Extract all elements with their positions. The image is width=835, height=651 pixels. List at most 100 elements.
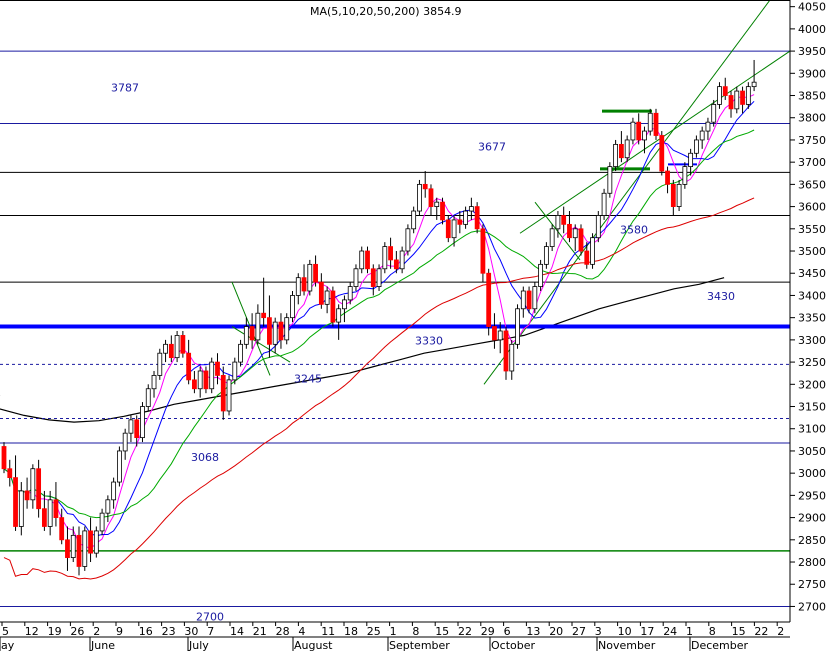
candle-body-55 <box>318 281 324 305</box>
candle-body-56 <box>324 290 330 305</box>
y-tick-label-2700: 2700 <box>798 600 826 613</box>
candle-body-32 <box>186 352 192 381</box>
candle-body-40 <box>232 361 238 381</box>
y-tick-label-2750: 2750 <box>798 578 826 591</box>
candle-body-100 <box>578 228 584 252</box>
x-tick-label-33: 22 <box>754 625 768 638</box>
candle-body-17 <box>99 512 105 532</box>
candle-body-119 <box>688 152 694 168</box>
candle-body-129 <box>745 86 751 105</box>
ma-line-ma200 <box>0 277 725 423</box>
candle-body-5 <box>30 468 36 501</box>
candle-body-0 <box>1 446 7 470</box>
candle-body-75 <box>434 201 440 207</box>
candle-body-76 <box>440 201 445 221</box>
candle-body-77 <box>445 219 451 239</box>
ma-line-ma50 <box>3 197 755 580</box>
candle-body-48 <box>278 321 284 341</box>
candle-body-117 <box>676 183 682 207</box>
level-label-3245: 3245 <box>294 372 322 385</box>
trendline-upper <box>519 50 791 234</box>
candle-body-24 <box>140 406 145 439</box>
x-tick-label-4: 2 <box>93 625 100 638</box>
candle-body-60 <box>347 286 353 301</box>
candle-body-53 <box>307 263 313 292</box>
x-tick-label-23: 13 <box>526 625 540 638</box>
candle-body-114 <box>659 135 665 172</box>
candle-body-44 <box>255 312 261 341</box>
candle-body-19 <box>111 481 117 501</box>
level-label-2700: 2700 <box>196 610 224 623</box>
candle-body-47 <box>272 321 278 345</box>
candle-body-116 <box>670 183 676 207</box>
y-tick-label-3850: 3850 <box>798 90 826 103</box>
candle-body-1 <box>7 468 13 479</box>
candle-body-99 <box>572 228 578 239</box>
candle-body-109 <box>630 121 636 141</box>
chart-header: MA(5,10,20,50,200) 3854.9 <box>310 5 462 18</box>
candle-body-110 <box>636 121 642 141</box>
candle-body-88 <box>509 343 515 372</box>
candle-body-52 <box>301 277 307 292</box>
plot-background <box>0 0 790 622</box>
candle-body-9 <box>53 499 59 518</box>
candle-body-51 <box>295 277 301 296</box>
candle-body-63 <box>365 250 370 270</box>
y-tick-label-3350: 3350 <box>798 312 826 325</box>
candle-body-26 <box>151 375 157 390</box>
candle-body-35 <box>203 370 209 390</box>
x-tick-label-14: 11 <box>321 625 335 638</box>
candle-body-15 <box>88 530 93 554</box>
y-tick-label-4050: 4050 <box>798 1 826 14</box>
candle-body-8 <box>47 499 53 527</box>
y-tick-label-3700: 3700 <box>798 156 826 169</box>
x-tick-label-6: 16 <box>139 625 153 638</box>
candle-body-65 <box>376 268 382 287</box>
candle-body-113 <box>653 112 659 136</box>
candle-body-87 <box>503 330 509 372</box>
candle-body-21 <box>122 432 128 452</box>
y-tick-label-3500: 3500 <box>798 245 826 258</box>
candle-body-95 <box>549 228 555 247</box>
candle-body-64 <box>370 268 376 287</box>
x-tick-label-32: 15 <box>732 625 746 638</box>
x-tick-label-30: 1 <box>686 625 693 638</box>
candle-body-20 <box>117 450 122 483</box>
candles <box>1 59 757 576</box>
candle-body-37 <box>215 361 220 376</box>
candle-body-125 <box>722 86 728 96</box>
x-tick-label-24: 20 <box>549 625 563 638</box>
y-tick-label-3950: 3950 <box>798 45 826 58</box>
x-month-label-2: July <box>188 639 209 651</box>
candle-body-105 <box>607 166 613 194</box>
y-tick-label-3250: 3250 <box>798 356 826 369</box>
y-tick-label-3100: 3100 <box>798 423 826 436</box>
x-month-label-0: ay <box>1 639 15 651</box>
x-tick-label-27: 10 <box>618 625 632 638</box>
x-tick-label-0: 5 <box>2 625 9 638</box>
candle-body-23 <box>134 419 140 439</box>
x-tick-label-9: 7 <box>207 625 214 638</box>
candle-body-59 <box>342 299 347 310</box>
candle-body-122 <box>705 121 711 132</box>
x-tick-label-29: 24 <box>663 625 677 638</box>
candle-body-16 <box>93 530 99 554</box>
x-month-label-3: August <box>294 639 333 651</box>
candle-body-97 <box>561 215 567 225</box>
candle-body-79 <box>457 219 463 225</box>
candle-body-83 <box>480 228 486 274</box>
candle-body-45 <box>261 312 267 319</box>
candle-body-67 <box>388 246 393 261</box>
candle-body-57 <box>330 290 336 323</box>
candle-body-102 <box>590 237 595 265</box>
x-tick-label-2: 19 <box>48 625 62 638</box>
y-tick-label-4000: 4000 <box>798 23 826 36</box>
candle-body-42 <box>243 326 249 345</box>
y-tick-label-3300: 3300 <box>798 334 826 347</box>
candle-body-107 <box>618 143 624 159</box>
candle-body-25 <box>145 388 151 407</box>
level-labels: 3787 3677 3580 3430 3330 3245 3068 2700 <box>111 82 735 624</box>
candle-body-13 <box>76 534 82 567</box>
x-tick-label-3: 26 <box>70 625 84 638</box>
candle-body-36 <box>209 361 215 390</box>
